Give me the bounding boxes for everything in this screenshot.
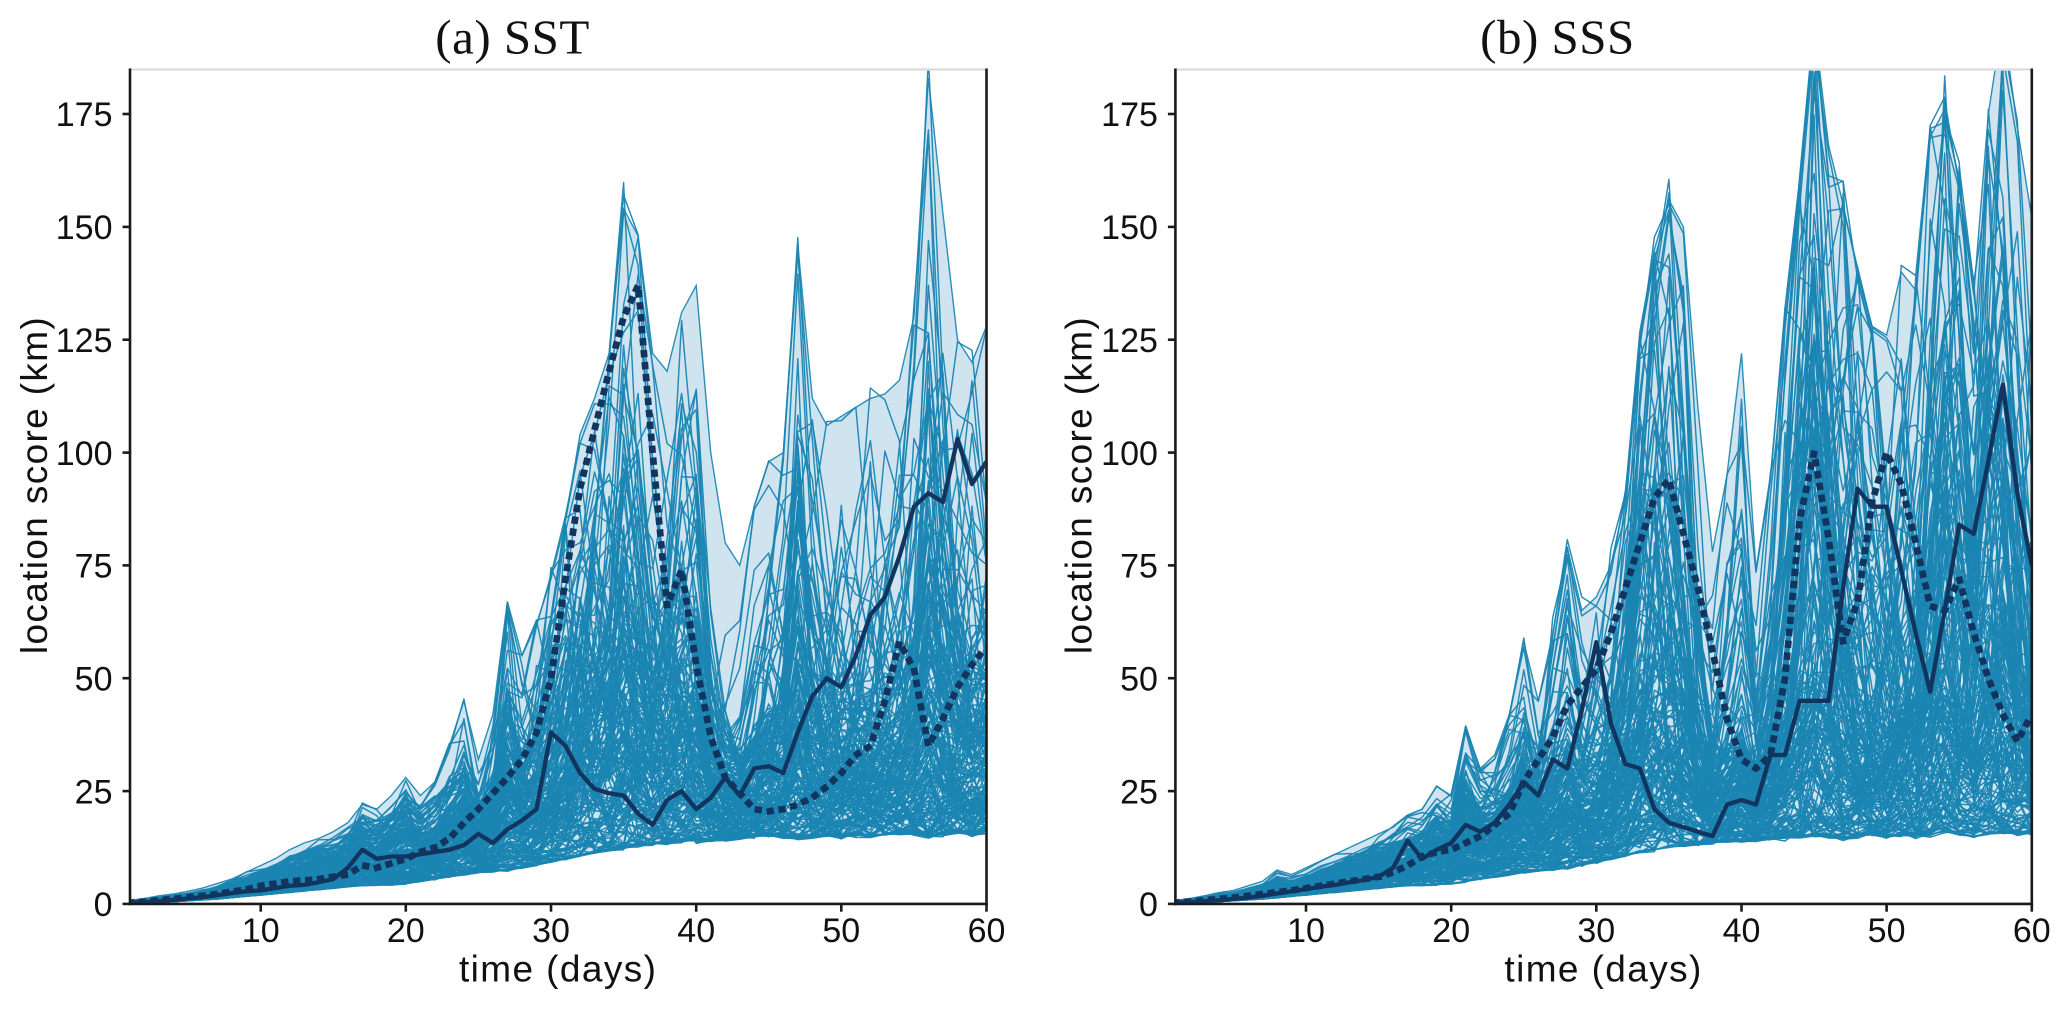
svg-text:60: 60: [968, 912, 1006, 950]
svg-text:30: 30: [532, 912, 570, 950]
svg-text:(a) SST: (a) SST: [435, 10, 590, 65]
svg-text:0: 0: [94, 886, 113, 924]
svg-text:30: 30: [1577, 912, 1615, 950]
svg-text:20: 20: [1432, 912, 1470, 950]
svg-text:150: 150: [56, 209, 113, 247]
svg-text:25: 25: [1120, 773, 1158, 811]
svg-text:175: 175: [1101, 96, 1158, 134]
svg-text:50: 50: [822, 912, 860, 950]
svg-text:time (days): time (days): [459, 948, 657, 989]
svg-text:10: 10: [242, 912, 280, 950]
svg-text:150: 150: [1101, 209, 1158, 247]
svg-text:125: 125: [1101, 322, 1158, 360]
svg-text:20: 20: [387, 912, 425, 950]
svg-text:40: 40: [1723, 912, 1761, 950]
svg-text:50: 50: [1868, 912, 1906, 950]
svg-text:25: 25: [75, 773, 113, 811]
svg-text:50: 50: [75, 660, 113, 698]
svg-text:175: 175: [56, 96, 113, 134]
svg-text:time (days): time (days): [1504, 948, 1702, 989]
svg-text:(b) SSS: (b) SSS: [1480, 10, 1635, 65]
svg-text:100: 100: [56, 435, 113, 473]
svg-text:50: 50: [1120, 660, 1158, 698]
svg-text:location score (km): location score (km): [14, 316, 55, 654]
svg-text:100: 100: [1101, 435, 1158, 473]
svg-text:location score (km): location score (km): [1059, 316, 1100, 654]
svg-text:60: 60: [2013, 912, 2051, 950]
svg-text:75: 75: [75, 548, 113, 586]
svg-text:40: 40: [677, 912, 715, 950]
svg-text:0: 0: [1139, 886, 1158, 924]
svg-text:10: 10: [1287, 912, 1325, 950]
svg-text:75: 75: [1120, 548, 1158, 586]
svg-text:125: 125: [56, 322, 113, 360]
